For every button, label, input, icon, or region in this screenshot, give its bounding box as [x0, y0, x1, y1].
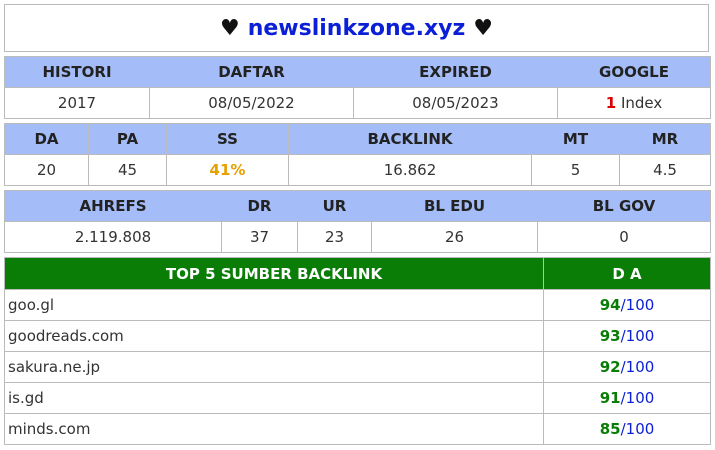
- google-value: 1 Index: [557, 87, 711, 119]
- header-mr: MR: [619, 123, 711, 155]
- google-index-count: 1: [605, 94, 617, 112]
- dr-value: 37: [221, 221, 298, 253]
- table-row: sakura.ne.jp 92/100: [4, 351, 711, 383]
- da-max: /100: [620, 296, 655, 314]
- backlink-da: 93/100: [543, 320, 711, 352]
- header-bl-gov: BL GOV: [537, 190, 711, 222]
- header-ss: SS: [166, 123, 289, 155]
- table-row: minds.com 85/100: [4, 413, 711, 445]
- header-google: GOOGLE: [557, 56, 711, 88]
- da-score: 92: [599, 358, 621, 376]
- pa-value: 45: [88, 154, 167, 186]
- header-pa: PA: [88, 123, 167, 155]
- top-backlinks-table: TOP 5 SUMBER BACKLINK D A goo.gl 94/100 …: [4, 257, 711, 445]
- heart-icon: ♥: [473, 15, 494, 41]
- registration-table: HISTORI DAFTAR EXPIRED GOOGLE 2017 08/05…: [4, 56, 711, 119]
- domain-name: newslinkzone.xyz: [247, 15, 466, 41]
- backlink-site: is.gd: [4, 382, 544, 414]
- header-da-score: D A: [543, 257, 711, 290]
- backlink-da: 85/100: [543, 413, 711, 445]
- header-histori: HISTORI: [4, 56, 150, 88]
- header-da: DA: [4, 123, 89, 155]
- site-title: ♥ newslinkzone.xyz ♥: [4, 4, 709, 52]
- bl-gov-value: 0: [537, 221, 711, 253]
- bl-edu-value: 26: [371, 221, 538, 253]
- header-bl-edu: BL EDU: [371, 190, 538, 222]
- backlink-value: 16.862: [288, 154, 532, 186]
- ahrefs-table: AHREFS DR UR BL EDU BL GOV 2.119.808 37 …: [4, 190, 711, 253]
- backlink-site: minds.com: [4, 413, 544, 445]
- mr-value: 4.5: [619, 154, 711, 186]
- backlink-site: goo.gl: [4, 289, 544, 321]
- backlink-site: sakura.ne.jp: [4, 351, 544, 383]
- da-score: 93: [599, 327, 621, 345]
- da-score: 94: [599, 296, 621, 314]
- header-backlink: BACKLINK: [288, 123, 532, 155]
- backlink-da: 91/100: [543, 382, 711, 414]
- backlink-da: 92/100: [543, 351, 711, 383]
- ur-value: 23: [297, 221, 372, 253]
- expired-value: 08/05/2023: [353, 87, 558, 119]
- header-top-sources: TOP 5 SUMBER BACKLINK: [4, 257, 544, 290]
- backlink-da: 94/100: [543, 289, 711, 321]
- header-ahrefs: AHREFS: [4, 190, 222, 222]
- metrics-table: DA PA SS BACKLINK MT MR 20 45 41% 16.862…: [4, 123, 711, 186]
- da-score: 91: [599, 389, 621, 407]
- header-mt: MT: [531, 123, 620, 155]
- table-row: goo.gl 94/100: [4, 289, 711, 321]
- da-score: 85: [599, 420, 621, 438]
- table-row: is.gd 91/100: [4, 382, 711, 414]
- header-dr: DR: [221, 190, 298, 222]
- heart-icon: ♥: [219, 15, 240, 41]
- ahrefs-value: 2.119.808: [4, 221, 222, 253]
- da-value: 20: [4, 154, 89, 186]
- backlink-site: goodreads.com: [4, 320, 544, 352]
- da-max: /100: [620, 327, 655, 345]
- histori-value: 2017: [4, 87, 150, 119]
- mt-value: 5: [531, 154, 620, 186]
- header-daftar: DAFTAR: [149, 56, 354, 88]
- ss-value: 41%: [166, 154, 289, 186]
- daftar-value: 08/05/2022: [149, 87, 354, 119]
- da-max: /100: [620, 420, 655, 438]
- header-expired: EXPIRED: [353, 56, 558, 88]
- table-row: goodreads.com 93/100: [4, 320, 711, 352]
- da-max: /100: [620, 358, 655, 376]
- header-ur: UR: [297, 190, 372, 222]
- da-max: /100: [620, 389, 655, 407]
- google-index-label: Index: [620, 94, 663, 112]
